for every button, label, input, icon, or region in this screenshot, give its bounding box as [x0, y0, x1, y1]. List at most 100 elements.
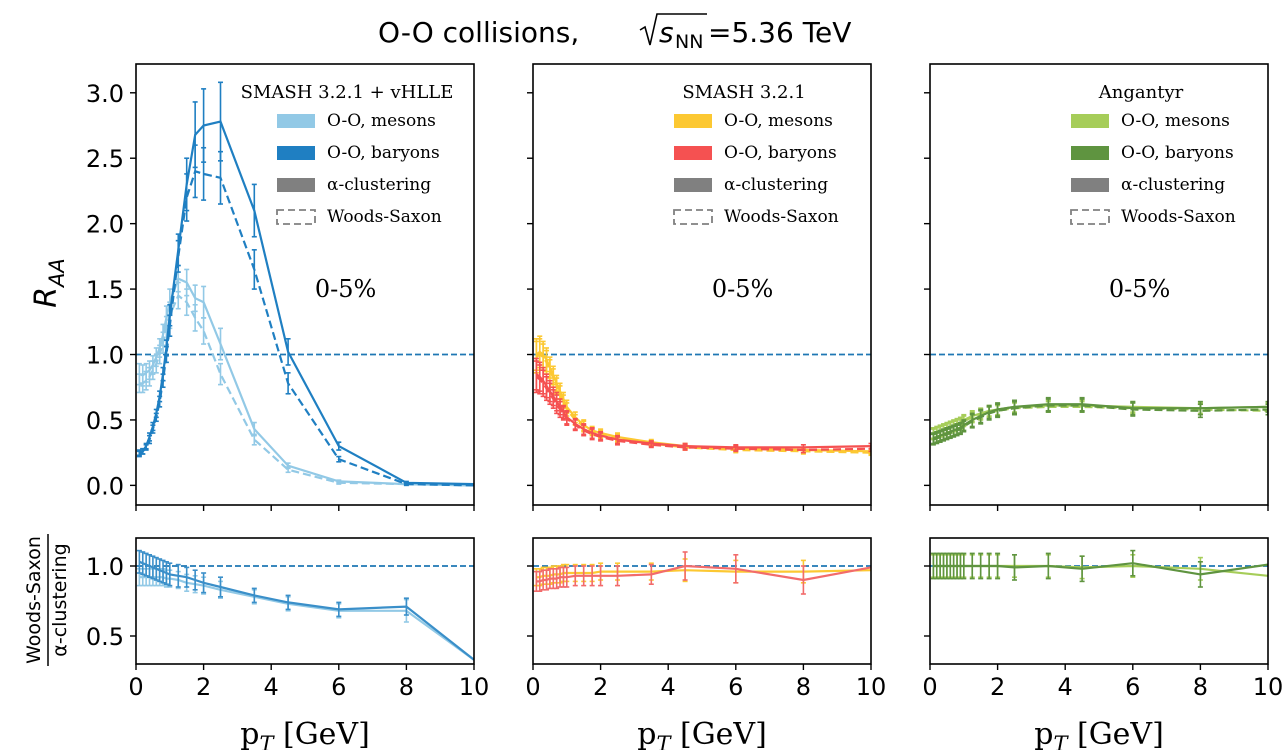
y-tick-label: 3.0: [86, 80, 124, 108]
legend-label: Woods-Saxon: [1121, 207, 1236, 227]
legend-label: O-O, mesons: [1121, 111, 1230, 131]
x-axis-label: pT [GeV]: [240, 717, 370, 750]
legend-label: O-O, mesons: [327, 111, 436, 131]
y-axis-label-top: RAA: [29, 258, 69, 308]
series-line: [535, 350, 871, 453]
x-tick-label: 6: [728, 673, 743, 701]
sqrt-symbol: [639, 13, 707, 46]
y-tick-label: 0.5: [86, 623, 124, 651]
legend-label: O-O, baryons: [724, 143, 837, 163]
series-line: [138, 560, 474, 661]
x-tick-label: 8: [796, 673, 811, 701]
series-2: [136, 549, 474, 661]
series-2: [136, 281, 474, 487]
x-tick-label: 0: [525, 673, 540, 701]
series-line: [535, 375, 871, 452]
legend-label: O-O, mesons: [724, 111, 833, 131]
top-panel-2: 0-5% SMASH 3.2.1 O-O, mesons O-O, baryons α-…: [527, 63, 872, 511]
plot-area: [533, 551, 871, 595]
series-4: [930, 398, 1268, 446]
y-tick-label: 1.0: [86, 342, 124, 370]
y-tick-label: 2.0: [86, 211, 124, 239]
ratio-panel-2: 0 2 4 6 8 10 pT [GeV]: [525, 537, 886, 750]
legend-label: α-clustering: [327, 175, 431, 195]
series-line: [139, 576, 474, 661]
title-main: O-O collisions,: [378, 16, 579, 49]
top-panel-1: 0.0 0.5 1.0 1.5 2.0 2.5 3.0 0-5% SMASH 3.2.1 + v…: [86, 63, 475, 511]
legend-swatch-dashed: [276, 209, 316, 225]
series-2: [930, 549, 1268, 588]
x-tick-label: 10: [1253, 673, 1284, 701]
y-tick-label: 0.0: [86, 472, 124, 500]
x-tick-label: 0: [922, 673, 937, 701]
legend-title: Angantyr: [1098, 82, 1184, 103]
x-axis-label: pT [GeV]: [1034, 717, 1164, 750]
y-tick-label: 0.5: [86, 407, 124, 435]
centrality-label: 0-5%: [1109, 275, 1170, 303]
ylabel-ratio-numerator: Woods-Saxon: [23, 536, 45, 664]
series-2: [533, 551, 871, 595]
legend-title: SMASH 3.2.1 + vHLLE: [241, 82, 454, 103]
series-4: [136, 144, 474, 487]
legend-label: O-O, baryons: [1121, 143, 1234, 163]
svg-text:RAA: RAA: [29, 258, 69, 308]
title-energy: =5.36 TeV: [708, 16, 851, 49]
legend-swatch: [277, 146, 315, 160]
title-nn: NN: [675, 31, 703, 53]
x-tick-label: 2: [990, 673, 1005, 701]
legend-swatch-dashed: [1070, 209, 1110, 225]
y-tick-label: 2.5: [86, 145, 124, 173]
axes-frame: [532, 63, 872, 506]
axes-frame: [929, 63, 1269, 506]
series-2: [533, 338, 871, 457]
plot-area: [533, 335, 871, 457]
axes-frame: [135, 537, 475, 665]
legend-swatch: [1071, 178, 1109, 192]
series-line: [535, 353, 871, 454]
axes-frame: [135, 63, 475, 506]
x-tick-label: 2: [593, 673, 608, 701]
x-tick-label: 8: [1193, 673, 1208, 701]
x-axis-label: pT [GeV]: [637, 717, 767, 750]
axes-frame: [532, 537, 872, 665]
legend-label: Woods-Saxon: [724, 207, 839, 227]
y-tick-label: 1.5: [86, 276, 124, 304]
series-line: [139, 293, 474, 487]
ylabel-aa: AA: [45, 258, 69, 289]
legend-swatch: [1071, 114, 1109, 128]
x-tick-label: 0: [128, 673, 143, 701]
legend-swatch: [1071, 146, 1109, 160]
legend-swatch: [277, 114, 315, 128]
legend-label: Woods-Saxon: [327, 207, 442, 227]
x-tick-label: 8: [399, 673, 414, 701]
legend-title: SMASH 3.2.1: [682, 82, 805, 103]
series-line: [933, 562, 1268, 576]
axes-frame: [929, 537, 1269, 665]
plot-area: [930, 549, 1268, 588]
plot-area: [930, 353, 1268, 446]
ylabel-r: R: [29, 287, 64, 308]
legend-swatch: [674, 114, 712, 128]
x-tick-label: 2: [196, 673, 211, 701]
series-line: [535, 373, 871, 449]
y-tick-label: 1.0: [86, 553, 124, 581]
figure-title: O-O collisions, s NN =5.36 TeV: [378, 13, 851, 53]
ratio-panel-3: 0 2 4 6 8 10 pT [GeV]: [922, 537, 1284, 750]
legend-label: O-O, baryons: [327, 143, 440, 163]
series-line: [933, 405, 1268, 436]
x-tick-label: 10: [459, 673, 490, 701]
y-axis-label-ratio: Woods-Saxon α-clustering: [23, 534, 71, 666]
legend-swatch: [674, 178, 712, 192]
legend-label: α-clustering: [1121, 175, 1225, 195]
legend-swatch: [277, 178, 315, 192]
title-sqrt-s: s: [659, 16, 674, 49]
series-line: [139, 277, 474, 487]
ratio-panel-1: 0 2 4 6 8 10 0.5 1.0 pT [GeV]: [86, 537, 490, 750]
plot-area: [136, 549, 474, 661]
centrality-label: 0-5%: [712, 275, 773, 303]
x-tick-label: 4: [1058, 673, 1073, 701]
panels: 0.0 0.5 1.0 1.5 2.0 2.5 3.0 0-5% SMASH 3.2.1 + v…: [86, 63, 1284, 750]
x-tick-label: 6: [331, 673, 346, 701]
legend-swatch-dashed: [673, 209, 713, 225]
series-line: [933, 404, 1268, 441]
